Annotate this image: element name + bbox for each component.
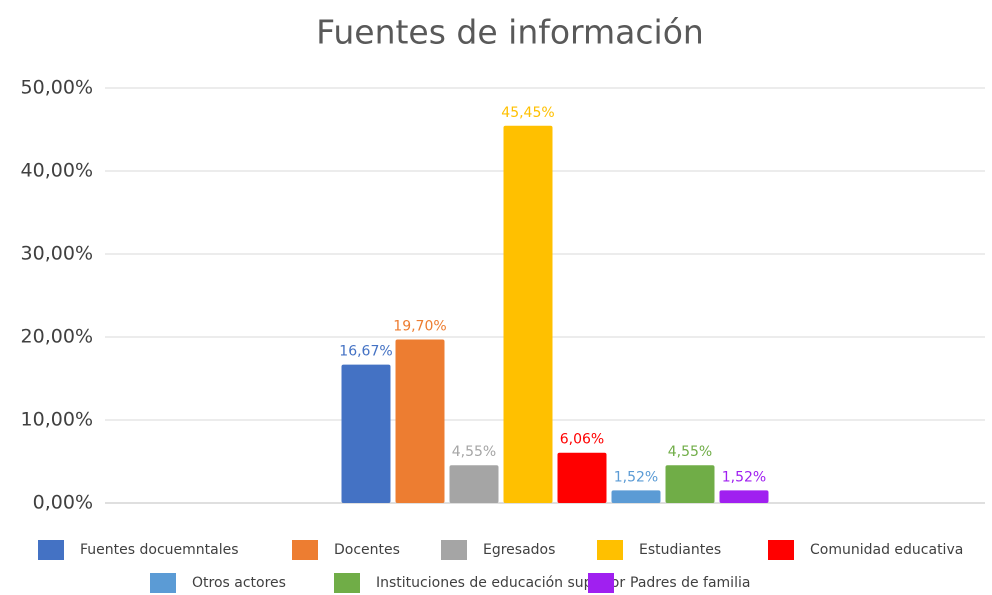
- y-tick-label: 50,00%: [21, 77, 93, 99]
- data-label: 1,52%: [722, 469, 766, 485]
- data-label: 4,55%: [452, 444, 496, 460]
- bar: [449, 465, 499, 503]
- legend-swatch: [334, 573, 360, 593]
- legend-swatch: [768, 540, 794, 560]
- bar: [719, 490, 769, 503]
- bar: [611, 490, 661, 503]
- legend-swatch: [150, 573, 176, 593]
- y-tick-label: 10,00%: [21, 409, 93, 431]
- legend-label: Fuentes docuemntales: [80, 542, 239, 558]
- data-label: 16,67%: [339, 344, 392, 360]
- data-label: 6,06%: [560, 432, 604, 448]
- legend-label: Instituciones de educación superior: [376, 575, 625, 591]
- chart-title: Fuentes de información: [316, 13, 704, 52]
- bar: [503, 125, 553, 503]
- data-label: 45,45%: [501, 105, 554, 121]
- legend-label: Docentes: [334, 542, 400, 558]
- legend-swatch: [441, 540, 467, 560]
- legend-label: Estudiantes: [639, 542, 721, 558]
- legend-swatch: [38, 540, 64, 560]
- legend-label: Comunidad educativa: [810, 542, 963, 558]
- legend-swatch: [588, 573, 614, 593]
- bar: [341, 364, 391, 503]
- y-tick-label: 0,00%: [33, 492, 93, 514]
- legend-swatch: [597, 540, 623, 560]
- y-tick-label: 30,00%: [21, 243, 93, 265]
- y-tick-label: 40,00%: [21, 160, 93, 182]
- y-tick-label: 20,00%: [21, 326, 93, 348]
- bar: [665, 465, 715, 503]
- data-label: 4,55%: [668, 444, 712, 460]
- legend-label: Padres de familia: [630, 575, 750, 591]
- bar: [395, 339, 445, 503]
- bar: [557, 452, 607, 503]
- legend-label: Egresados: [483, 542, 555, 558]
- legend-swatch: [292, 540, 318, 560]
- data-label: 19,70%: [393, 318, 446, 334]
- legend-label: Otros actores: [192, 575, 286, 591]
- data-label: 1,52%: [614, 469, 658, 485]
